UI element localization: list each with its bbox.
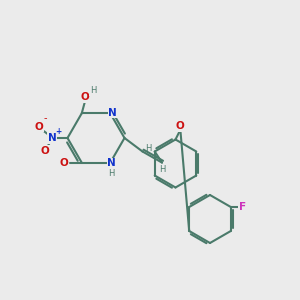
Text: O: O [41,146,50,156]
Text: N: N [108,108,117,118]
Text: O: O [176,121,184,131]
Text: H: H [145,144,151,153]
Text: H: H [159,165,165,174]
Text: O: O [80,92,89,102]
Text: +: + [55,127,61,136]
Text: N: N [47,133,56,143]
Text: O: O [60,158,69,168]
Text: -: - [43,113,47,123]
Text: H: H [90,86,96,95]
Text: O: O [34,122,43,132]
Text: F: F [239,202,246,212]
Text: N: N [107,158,116,168]
Text: H: H [108,169,114,178]
